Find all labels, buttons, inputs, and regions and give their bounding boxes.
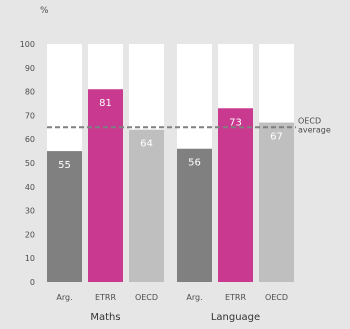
group-label: Language (211, 312, 260, 323)
bar-value-label: 56 (188, 158, 201, 169)
y-tick-label: 40 (25, 183, 35, 192)
bar (47, 151, 82, 282)
y-tick-label: 90 (25, 64, 35, 73)
bar (88, 89, 123, 282)
bar-category-label: ETRR (225, 293, 247, 302)
y-tick-label: 30 (25, 207, 35, 216)
y-tick-label: 20 (25, 230, 35, 239)
bar (129, 129, 164, 282)
bar-value-label: 64 (140, 139, 153, 150)
bar-category-label: Arg. (186, 293, 202, 302)
bar (177, 148, 212, 282)
bar-category-label: ETRR (95, 293, 117, 302)
bar-value-label: 55 (58, 160, 71, 171)
bar-category-label: OECD (265, 293, 288, 302)
y-tick-label: 10 (25, 254, 35, 263)
y-unit-label: % (40, 6, 49, 16)
group-label: Maths (90, 312, 120, 323)
reference-line-label: average (298, 125, 331, 134)
bar-category-label: OECD (135, 293, 158, 302)
y-tick-label: 0 (30, 278, 35, 287)
bars-layer (47, 44, 294, 282)
y-tick-label: 70 (25, 111, 35, 120)
bar (218, 108, 253, 282)
y-tick-label: 100 (20, 40, 35, 49)
bar-value-label: 73 (229, 117, 242, 128)
y-tick-label: 80 (25, 88, 35, 97)
y-tick-label: 60 (25, 135, 35, 144)
bar-value-label: 67 (270, 132, 283, 143)
bar-category-label: Arg. (56, 293, 72, 302)
y-tick-label: 50 (25, 159, 35, 168)
bar (259, 122, 294, 282)
bar-value-label: 81 (99, 98, 112, 109)
reference-line-label: OECD (298, 116, 321, 125)
